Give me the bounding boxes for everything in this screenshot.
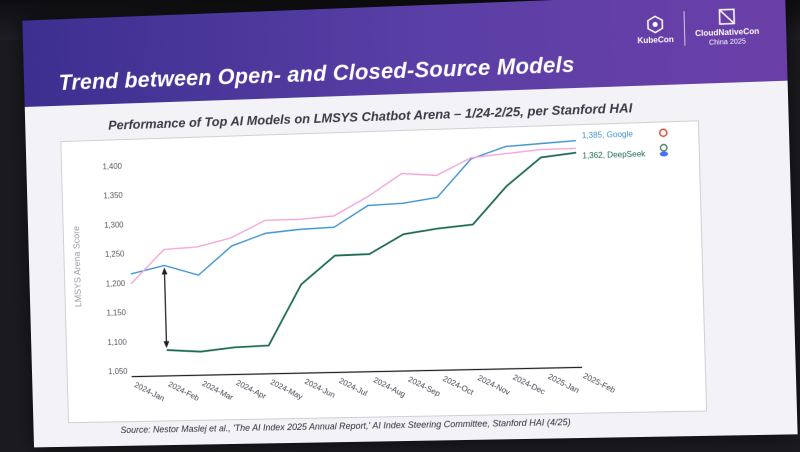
- y-tick-label: 1,250: [105, 250, 125, 259]
- x-tick-label: 2024-Oct: [441, 374, 475, 397]
- x-tick-label: 2024-Mar: [201, 379, 235, 403]
- gap-arrow-head-up: [161, 267, 168, 275]
- kubecon-logo: KubeCon: [637, 14, 674, 45]
- chart-container: 1,050 1,100 1,150 1,200 1,250 1,300 1,350 1,400…: [60, 120, 708, 424]
- x-tick-label: 2024-Jul: [338, 376, 369, 398]
- cloudnativecon-logo: CloudNativeCon China 2025: [694, 6, 759, 47]
- kubecon-label: KubeCon: [637, 34, 674, 45]
- x-tick-label: 2025-Jan: [546, 372, 580, 395]
- slide-banner: Trend between Open- and Closed-Source Mo…: [22, 0, 788, 107]
- line-chart: 1,050 1,100 1,150 1,200 1,250 1,300 1,350 1,400…: [71, 121, 706, 404]
- y-tick-label: 1,200: [106, 279, 126, 288]
- y-tick-label: 1,050: [108, 367, 128, 376]
- series-end-label: 1,362, DeepSeek: [582, 149, 645, 160]
- google-icon: [660, 129, 667, 136]
- series-end-labels: 1,385, Google 1,362, DeepSeek: [582, 129, 668, 161]
- gap-arrow-head-down: [163, 341, 170, 349]
- kubernetes-icon: [646, 14, 665, 33]
- series-lines: [127, 141, 581, 353]
- y-tick-label: 1,100: [107, 338, 127, 347]
- series-line-unlabeled: [128, 148, 580, 283]
- y-axis-title: LMSYS Arena Score: [71, 226, 83, 307]
- y-tick-label: 1,350: [103, 191, 123, 201]
- x-tick-label: 2025-Feb: [582, 371, 618, 395]
- x-tick-label: 2024-Sep: [407, 375, 443, 399]
- y-axis-ticks: 1,050 1,100 1,150 1,200 1,250 1,300 1,350 1,400: [102, 162, 128, 377]
- deepseek-icon: [659, 151, 669, 157]
- y-tick-label: 1,150: [106, 308, 126, 317]
- event-label: China 2025: [708, 38, 746, 47]
- x-tick-label: 2024-Jan: [133, 380, 166, 403]
- slide-title: Trend between Open- and Closed-Source Mo…: [58, 51, 575, 95]
- logo-divider: [683, 11, 686, 46]
- x-tick-label: 2024-May: [269, 377, 304, 401]
- x-tick-label: 2024-Aug: [372, 375, 407, 399]
- openai-icon: [660, 144, 667, 151]
- x-tick-label: 2024-Dec: [511, 373, 546, 397]
- gap-arrow-shaft: [165, 273, 167, 342]
- conference-logos: KubeCon CloudNativeCon China 2025: [636, 2, 759, 53]
- x-tick-label: 2024-Feb: [167, 380, 201, 404]
- series-line-google: [127, 141, 579, 277]
- cloudnativecon-label: CloudNativeCon: [695, 26, 760, 39]
- x-tick-label: 2024-Jun: [303, 377, 337, 400]
- cloudnative-icon: [717, 7, 736, 26]
- x-tick-label: 2024-Nov: [476, 373, 511, 397]
- series-end-label: 1,385, Google: [582, 130, 634, 141]
- y-tick-label: 1,400: [102, 162, 122, 172]
- presentation-slide: Trend between Open- and Closed-Source Mo…: [22, 0, 798, 448]
- y-tick-label: 1,300: [104, 220, 124, 230]
- x-tick-label: 2024-Apr: [235, 378, 268, 401]
